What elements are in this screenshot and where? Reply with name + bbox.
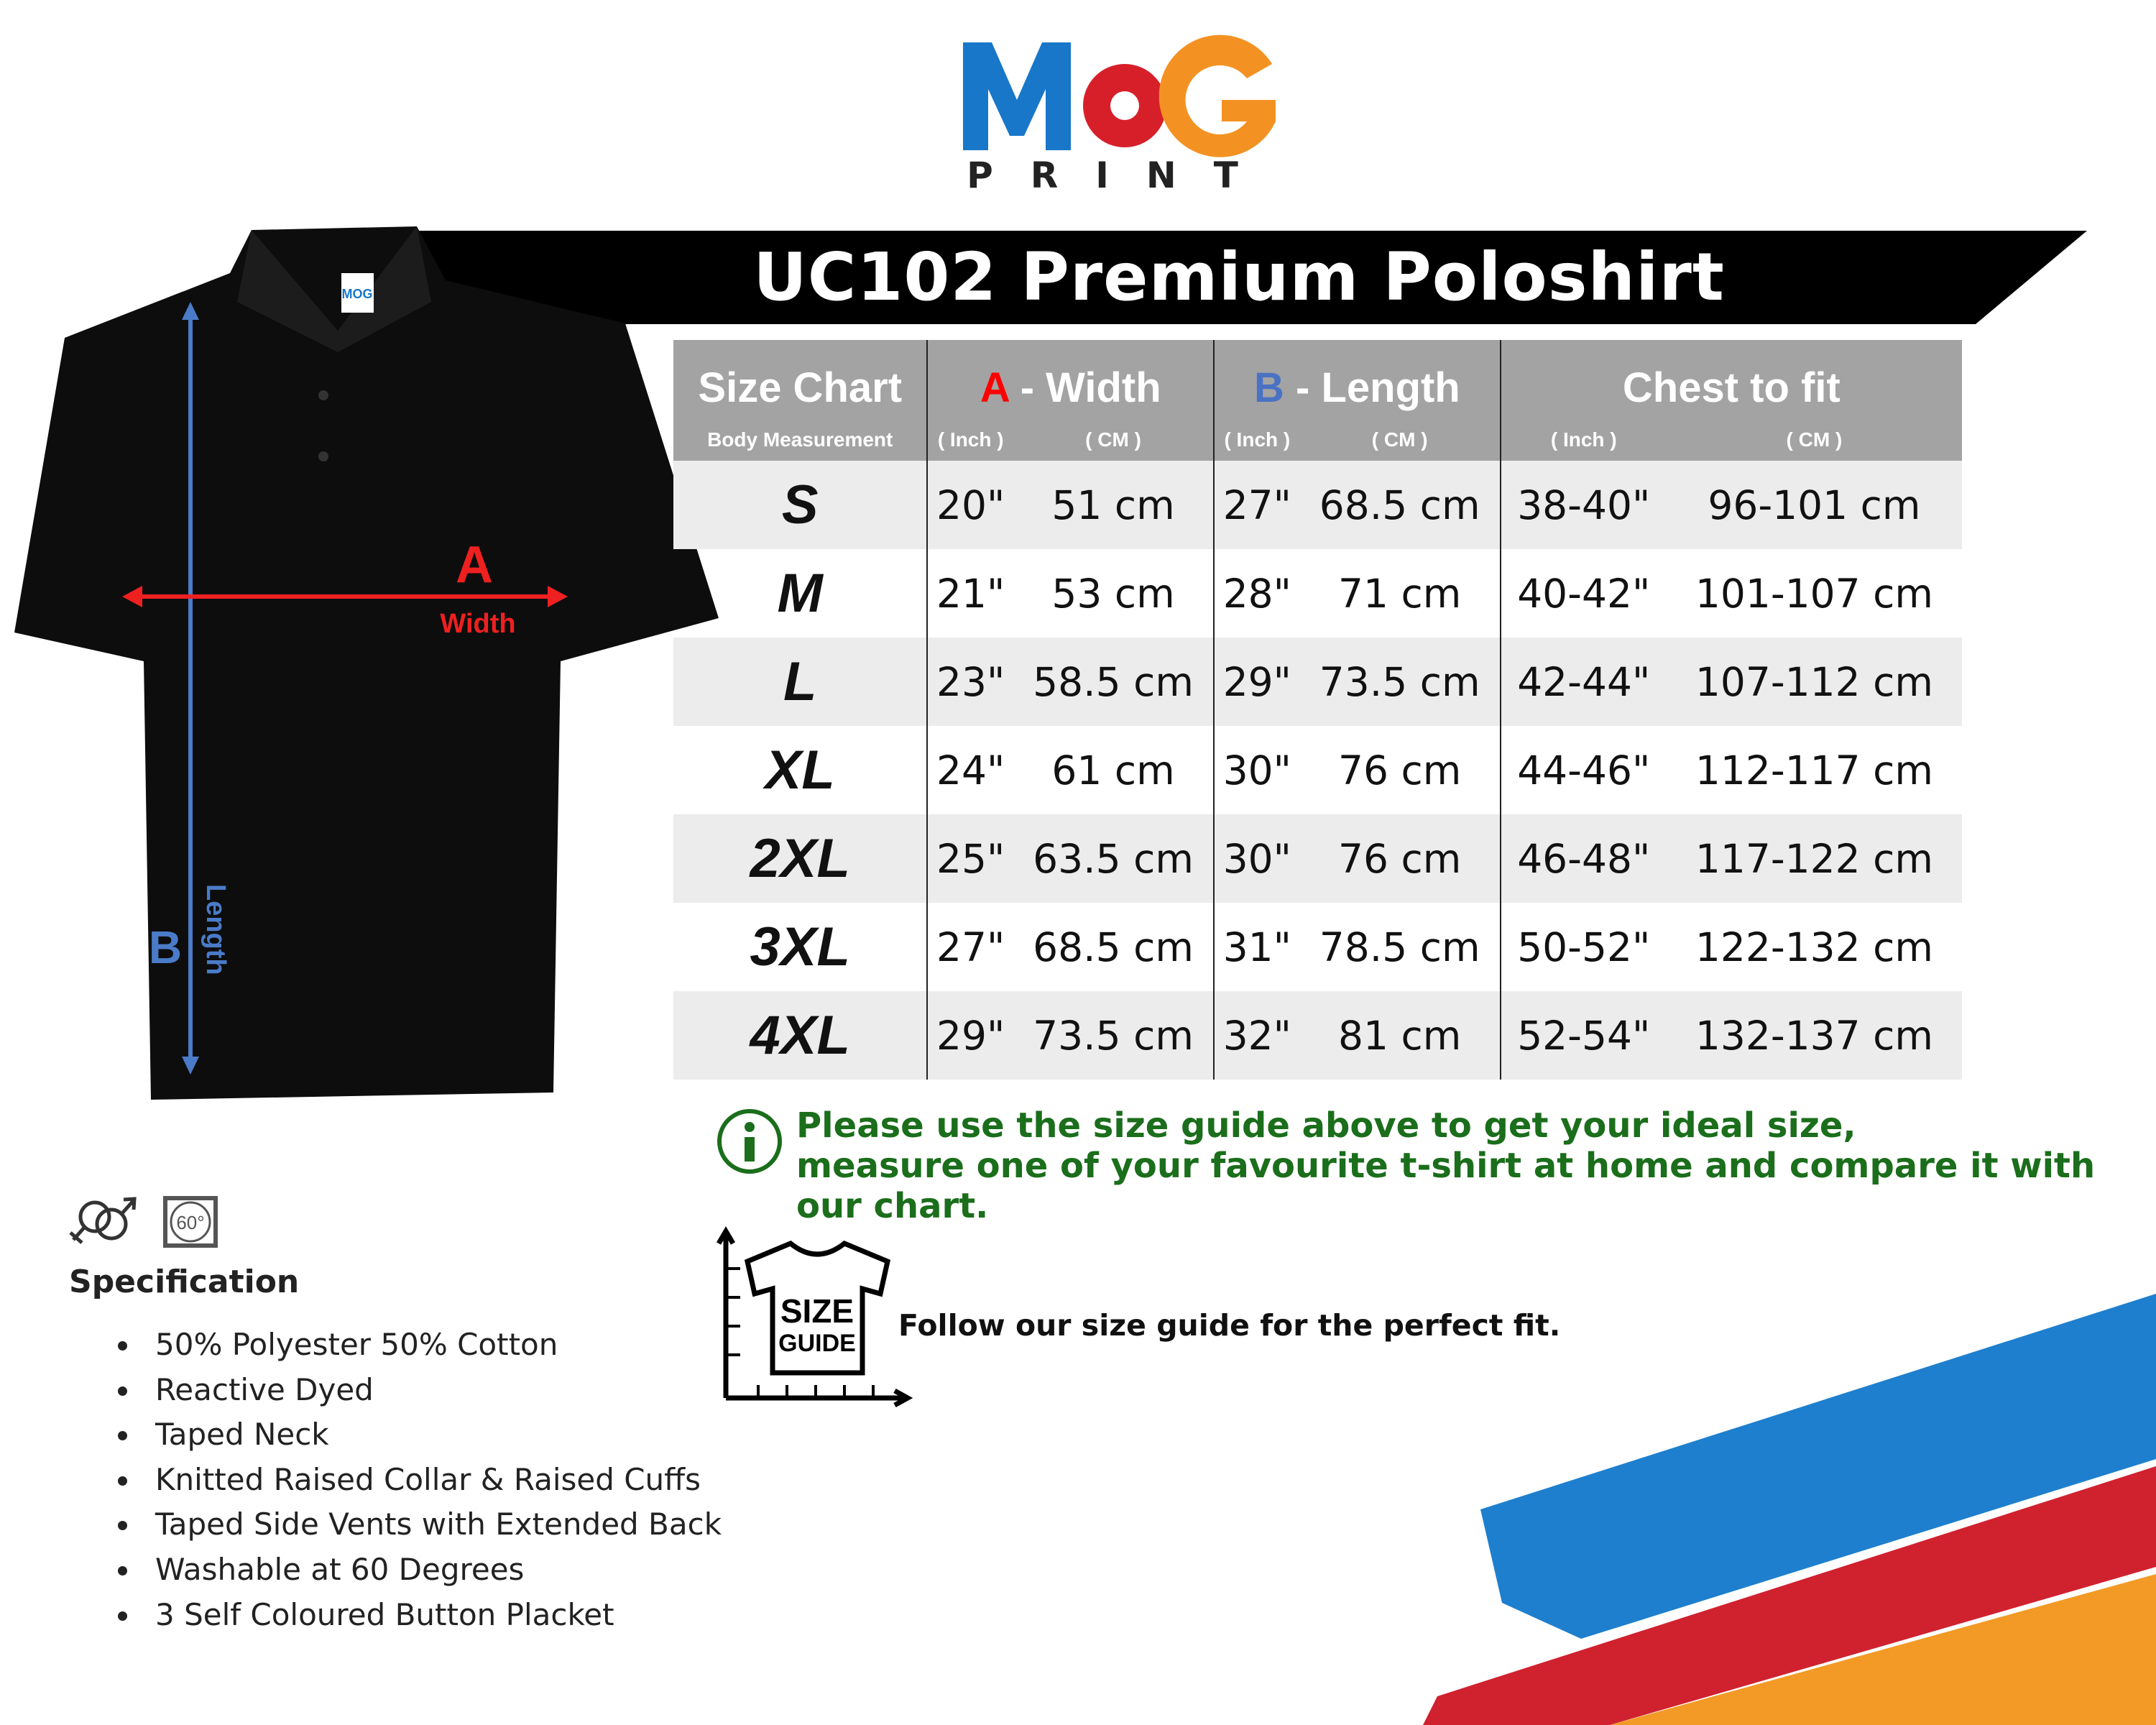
cell-c-in: 38-40" xyxy=(1499,461,1667,549)
cell-l-cm: 73.5 cm xyxy=(1299,638,1501,726)
table-row: 2XL 25" 63.5 cm 30" 76 cm 46-48" 117-122 cm xyxy=(673,814,1962,903)
cell-c-cm: 132-137 cm xyxy=(1666,991,1962,1080)
unisex-icon xyxy=(69,1197,137,1244)
cell-l-cm: 76 cm xyxy=(1338,747,1462,794)
subheader-inch: ( Inch ) xyxy=(1499,419,1667,461)
svg-text:GUIDE: GUIDE xyxy=(778,1330,856,1357)
cell-c-in: 50-52" xyxy=(1499,903,1667,991)
cell-c-in: 42-44" xyxy=(1499,638,1667,726)
wash-60-icon: 60° xyxy=(163,1196,218,1248)
cell-c-cm: 107-112 cm xyxy=(1666,638,1962,726)
cell-size: XL xyxy=(765,740,835,801)
cell-size: 4XL xyxy=(673,991,928,1080)
cell-l-in: 29" xyxy=(1213,638,1300,726)
cell-w-in: 29" xyxy=(926,991,1013,1080)
svg-text:MOG: MOG xyxy=(342,287,373,301)
cell-w-in: 24" xyxy=(926,726,1013,814)
cell-size: M xyxy=(777,563,823,624)
cell-size: L xyxy=(673,638,928,726)
cell-w-cm: 63.5 cm xyxy=(1013,814,1215,903)
cell-w-cm: 53 cm xyxy=(1051,570,1175,617)
cell-l-in: 32" xyxy=(1213,991,1300,1080)
length-label: Length xyxy=(201,884,231,975)
title-banner xyxy=(413,231,2087,324)
spec-item: 50% Polyester 50% Cotton xyxy=(115,1322,722,1368)
cell-w-in: 23" xyxy=(926,638,1013,726)
info-text-line1: Please use the size guide above to get y… xyxy=(796,1105,1856,1146)
spec-icons: 60° xyxy=(69,1196,218,1248)
cell-c-cm: 96-101 cm xyxy=(1666,461,1962,549)
spec-item: Taped Neck xyxy=(115,1412,722,1458)
table-row: M 21" 53 cm 28" 71 cm 40-42" 101-107 cm xyxy=(673,549,1962,638)
table-row: S 20" 51 cm 27" 68.5 cm 38-40" 96-101 cm xyxy=(673,461,1962,549)
cell-w-cm: 73.5 cm xyxy=(1013,991,1215,1080)
header-width: A - Width xyxy=(926,340,1215,419)
cell-l-cm: 76 cm xyxy=(1299,814,1501,903)
spec-item: Taped Side Vents with Extended Back xyxy=(115,1502,722,1547)
cell-w-in: 25" xyxy=(926,814,1013,903)
cell-l-cm: 78.5 cm xyxy=(1319,924,1480,970)
cell-l-in: 27" xyxy=(1213,461,1300,549)
page-title: UC102 Premium Poloshirt xyxy=(753,239,1725,316)
spec-item: 3 Self Coloured Button Placket xyxy=(115,1593,722,1638)
cell-c-cm: 122-132 cm xyxy=(1695,924,1933,970)
width-label: Width xyxy=(440,609,515,639)
cell-c-in: 44-46" xyxy=(1499,726,1667,814)
info-text-line2: measure one of your favourite t-shirt at… xyxy=(796,1146,2096,1226)
info-icon xyxy=(717,1109,782,1174)
paint-strokes-decoration xyxy=(1423,1294,2156,1725)
subheader-cm: ( CM ) xyxy=(1666,419,1962,461)
header-chest: Chest to fit xyxy=(1499,340,1962,419)
polo-shirt-image: MOG A Width B Length xyxy=(14,226,719,1100)
cell-w-in: 21" xyxy=(926,549,1013,638)
cell-l-in: 31" xyxy=(1213,903,1300,991)
cell-l-cm: 71 cm xyxy=(1338,570,1462,617)
cell-l-in: 30" xyxy=(1213,814,1300,903)
table-row: 3XL 27" 68.5 cm 31" 78.5 cm 50-52" 122-132 cm xyxy=(673,903,1962,991)
cell-c-cm: 112-117 cm xyxy=(1695,747,1933,794)
header-body-measurement: Body Measurement xyxy=(673,419,928,461)
specification-title: Specification xyxy=(69,1264,300,1300)
cell-w-in: 27" xyxy=(926,903,1013,991)
cell-w-in: 20" xyxy=(926,461,1013,549)
mog-print-logo: PRINT xyxy=(963,34,1276,193)
cell-c-in: 52-54" xyxy=(1499,991,1667,1080)
cell-size: 2XL xyxy=(673,814,928,903)
cell-c-cm: 117-122 cm xyxy=(1666,814,1962,903)
cell-size: 3XL xyxy=(750,916,850,978)
cell-l-cm: 81 cm xyxy=(1299,991,1501,1080)
spec-item: Knitted Raised Collar & Raised Cuffs xyxy=(115,1458,722,1503)
svg-text:SIZE: SIZE xyxy=(780,1292,854,1330)
size-guide-text: Follow our size guide for the perfect fi… xyxy=(898,1308,1561,1343)
table-row: L 23" 58.5 cm 29" 73.5 cm 42-44" 107-112 cm xyxy=(673,638,1962,726)
svg-text:PRINT: PRINT xyxy=(967,155,1276,193)
header-length: B - Length xyxy=(1213,340,1501,419)
cell-c-in: 46-48" xyxy=(1499,814,1667,903)
header-size: Size Chart xyxy=(673,340,928,419)
subheader-cm: ( CM ) xyxy=(1299,419,1501,461)
subheader-inch: ( Inch ) xyxy=(926,419,1013,461)
cell-c-cm: 101-107 cm xyxy=(1695,570,1933,617)
size-chart-table: Size Chart A - Width B - Length Chest to… xyxy=(673,340,1962,1080)
specification-list: 50% Polyester 50% Cotton Reactive Dyed Tap… xyxy=(115,1322,722,1637)
subheader-inch: ( Inch ) xyxy=(1213,419,1300,461)
cell-c-in: 40-42" xyxy=(1499,549,1667,638)
width-letter: A xyxy=(456,536,493,594)
spec-item: Washable at 60 Degrees xyxy=(115,1547,722,1593)
cell-size: S xyxy=(673,461,928,549)
subheader-cm: ( CM ) xyxy=(1013,419,1215,461)
cell-l-in: 30" xyxy=(1213,726,1300,814)
spec-item: Reactive Dyed xyxy=(115,1368,722,1413)
table-row: XL 24" 61 cm 30" 76 cm 44-46" 112-117 cm xyxy=(673,726,1962,814)
cell-w-cm: 58.5 cm xyxy=(1013,638,1215,726)
svg-text:60°: 60° xyxy=(176,1212,204,1233)
table-row: 4XL 29" 73.5 cm 32" 81 cm 52-54" 132-137 cm xyxy=(673,991,1962,1080)
cell-w-cm: 51 cm xyxy=(1013,461,1215,549)
cell-l-in: 28" xyxy=(1213,549,1300,638)
cell-w-cm: 61 cm xyxy=(1051,747,1175,794)
cell-l-cm: 68.5 cm xyxy=(1299,461,1501,549)
size-guide-icon: SIZE GUIDE xyxy=(716,1226,913,1408)
cell-w-cm: 68.5 cm xyxy=(1033,924,1194,970)
length-letter: B xyxy=(149,921,182,973)
